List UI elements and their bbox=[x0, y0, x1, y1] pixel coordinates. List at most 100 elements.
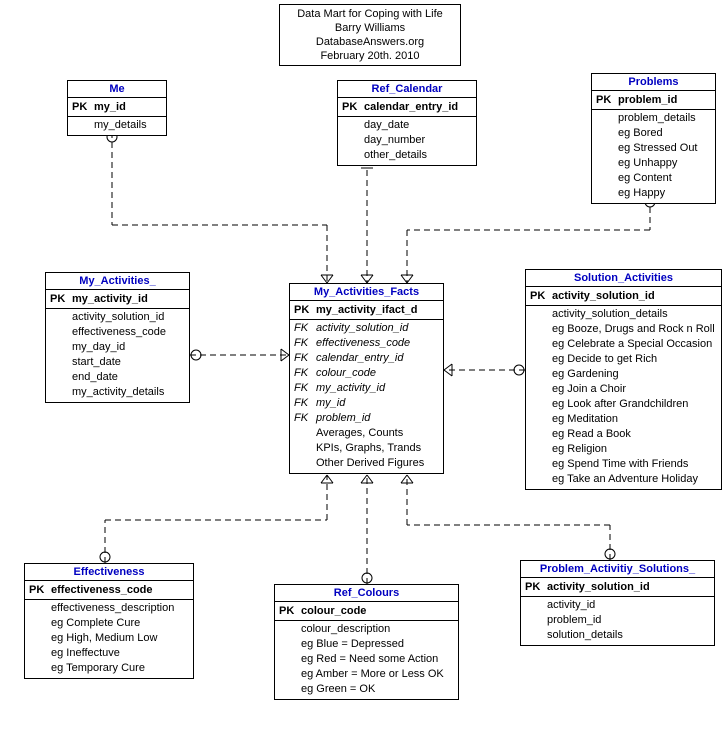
key-indicator: FK bbox=[294, 366, 316, 381]
diagram-header: Data Mart for Coping with Life Barry Wil… bbox=[279, 4, 461, 66]
field-name: eg Join a Choir bbox=[552, 382, 717, 397]
entity-body: PKmy_activity_idactivity_solution_ideffe… bbox=[46, 290, 189, 402]
field-name: eg Temporary Cure bbox=[51, 661, 189, 676]
field-name: my_id bbox=[94, 100, 162, 115]
field-name: eg Booze, Drugs and Rock n Roll bbox=[552, 322, 717, 337]
field-row: PKactivity_solution_id bbox=[530, 289, 717, 304]
entity-body: PKmy_id my_details bbox=[68, 98, 166, 135]
field-name: solution_details bbox=[547, 628, 710, 643]
entity-problem-activity-solutions: Problem_Activitiy_Solutions_PKactivity_s… bbox=[520, 560, 715, 646]
field-name: KPIs, Graphs, Trands bbox=[316, 441, 439, 456]
field-row: PKproblem_id bbox=[596, 93, 711, 108]
key-indicator bbox=[279, 652, 301, 667]
key-indicator bbox=[342, 148, 364, 163]
entity-effectiveness: EffectivenessPKeffectiveness_codeeffecti… bbox=[24, 563, 194, 679]
field-row: PKmy_activity_id bbox=[50, 292, 185, 307]
field-name: eg Gardening bbox=[552, 367, 717, 382]
field-name: my_activity_id bbox=[316, 381, 439, 396]
field-name: problem_details bbox=[618, 111, 711, 126]
key-indicator bbox=[50, 355, 72, 370]
key-indicator: PK bbox=[294, 303, 316, 318]
key-indicator: PK bbox=[342, 100, 364, 115]
key-indicator bbox=[29, 646, 51, 661]
key-indicator bbox=[279, 667, 301, 682]
field-name: eg Complete Cure bbox=[51, 616, 189, 631]
field-row: PKeffectiveness_code bbox=[29, 583, 189, 598]
header-line: February 20th. 2010 bbox=[286, 49, 454, 63]
entity-body: PKcolour_code colour_descriptioneg Blue =… bbox=[275, 602, 458, 699]
key-indicator bbox=[279, 622, 301, 637]
key-indicator bbox=[530, 322, 552, 337]
key-indicator bbox=[29, 616, 51, 631]
field-name: eg Blue = Depressed bbox=[301, 637, 454, 652]
key-indicator bbox=[596, 141, 618, 156]
field-name: eg Bored bbox=[618, 126, 711, 141]
field-row: eg Booze, Drugs and Rock n Roll bbox=[530, 322, 717, 337]
field-name: eg Ineffectuve bbox=[51, 646, 189, 661]
entity-my-activities: My_Activities_PKmy_activity_idactivity_s… bbox=[45, 272, 190, 403]
key-indicator: FK bbox=[294, 351, 316, 366]
key-indicator bbox=[50, 310, 72, 325]
field-row: PKcalendar_entry_id bbox=[342, 100, 472, 115]
field-row: eg Religion bbox=[530, 442, 717, 457]
field-row: my_day_id bbox=[50, 340, 185, 355]
entity-title: Ref_Calendar bbox=[338, 81, 476, 98]
field-row: problem_id bbox=[525, 613, 710, 628]
key-indicator bbox=[50, 385, 72, 400]
field-row: eg Meditation bbox=[530, 412, 717, 427]
field-row: eg Look after Grandchildren bbox=[530, 397, 717, 412]
field-name: effectiveness_code bbox=[316, 336, 439, 351]
field-row: my_details bbox=[72, 118, 162, 133]
key-indicator: PK bbox=[279, 604, 301, 619]
field-row: start_date bbox=[50, 355, 185, 370]
header-line: Barry Williams bbox=[286, 21, 454, 35]
field-row: eg Read a Book bbox=[530, 427, 717, 442]
field-name: eg Read a Book bbox=[552, 427, 717, 442]
field-name: effectiveness_code bbox=[51, 583, 189, 598]
field-name: eg Meditation bbox=[552, 412, 717, 427]
entity-title: Effectiveness bbox=[25, 564, 193, 581]
field-name: problem_id bbox=[618, 93, 711, 108]
key-indicator: PK bbox=[72, 100, 94, 115]
field-row: FKcolour_code bbox=[294, 366, 439, 381]
field-name: colour_code bbox=[301, 604, 454, 619]
entity-body: PKproblem_id problem_detailseg Boredeg St… bbox=[592, 91, 715, 203]
field-row: day_date bbox=[342, 118, 472, 133]
key-indicator: PK bbox=[530, 289, 552, 304]
diagram-canvas: Data Mart for Coping with Life Barry Wil… bbox=[0, 0, 726, 729]
key-indicator bbox=[29, 631, 51, 646]
field-name: eg Look after Grandchildren bbox=[552, 397, 717, 412]
key-indicator bbox=[29, 661, 51, 676]
field-name: colour_description bbox=[301, 622, 454, 637]
field-row: eg Stressed Out bbox=[596, 141, 711, 156]
key-indicator bbox=[530, 382, 552, 397]
field-name: eg Red = Need some Action bbox=[301, 652, 454, 667]
field-row: effectiveness_description bbox=[29, 601, 189, 616]
field-row: eg Green = OK bbox=[279, 682, 454, 697]
field-name: my_activity_ifact_d bbox=[316, 303, 439, 318]
key-indicator bbox=[294, 456, 316, 471]
entity-facts: My_Activities_FactsPKmy_activity_ifact_d… bbox=[289, 283, 444, 474]
field-name: calendar_entry_id bbox=[316, 351, 439, 366]
entity-title: Problem_Activitiy_Solutions_ bbox=[521, 561, 714, 578]
field-row: eg High, Medium Low bbox=[29, 631, 189, 646]
field-name: effectiveness_code bbox=[72, 325, 185, 340]
entity-body: PKeffectiveness_code effectiveness_descri… bbox=[25, 581, 193, 678]
field-row: activity_id bbox=[525, 598, 710, 613]
field-row: FKactivity_solution_id bbox=[294, 321, 439, 336]
field-row: eg Red = Need some Action bbox=[279, 652, 454, 667]
field-row: eg Ineffectuve bbox=[29, 646, 189, 661]
key-indicator bbox=[72, 118, 94, 133]
field-row: other_details bbox=[342, 148, 472, 163]
field-name: my_day_id bbox=[72, 340, 185, 355]
field-name: colour_code bbox=[316, 366, 439, 381]
key-indicator bbox=[50, 370, 72, 385]
key-indicator bbox=[525, 613, 547, 628]
key-indicator bbox=[530, 307, 552, 322]
entity-title: Me bbox=[68, 81, 166, 98]
field-row: Averages, Counts bbox=[294, 426, 439, 441]
field-row: activity_solution_details bbox=[530, 307, 717, 322]
field-row: colour_description bbox=[279, 622, 454, 637]
key-indicator bbox=[596, 126, 618, 141]
field-row: PKcolour_code bbox=[279, 604, 454, 619]
